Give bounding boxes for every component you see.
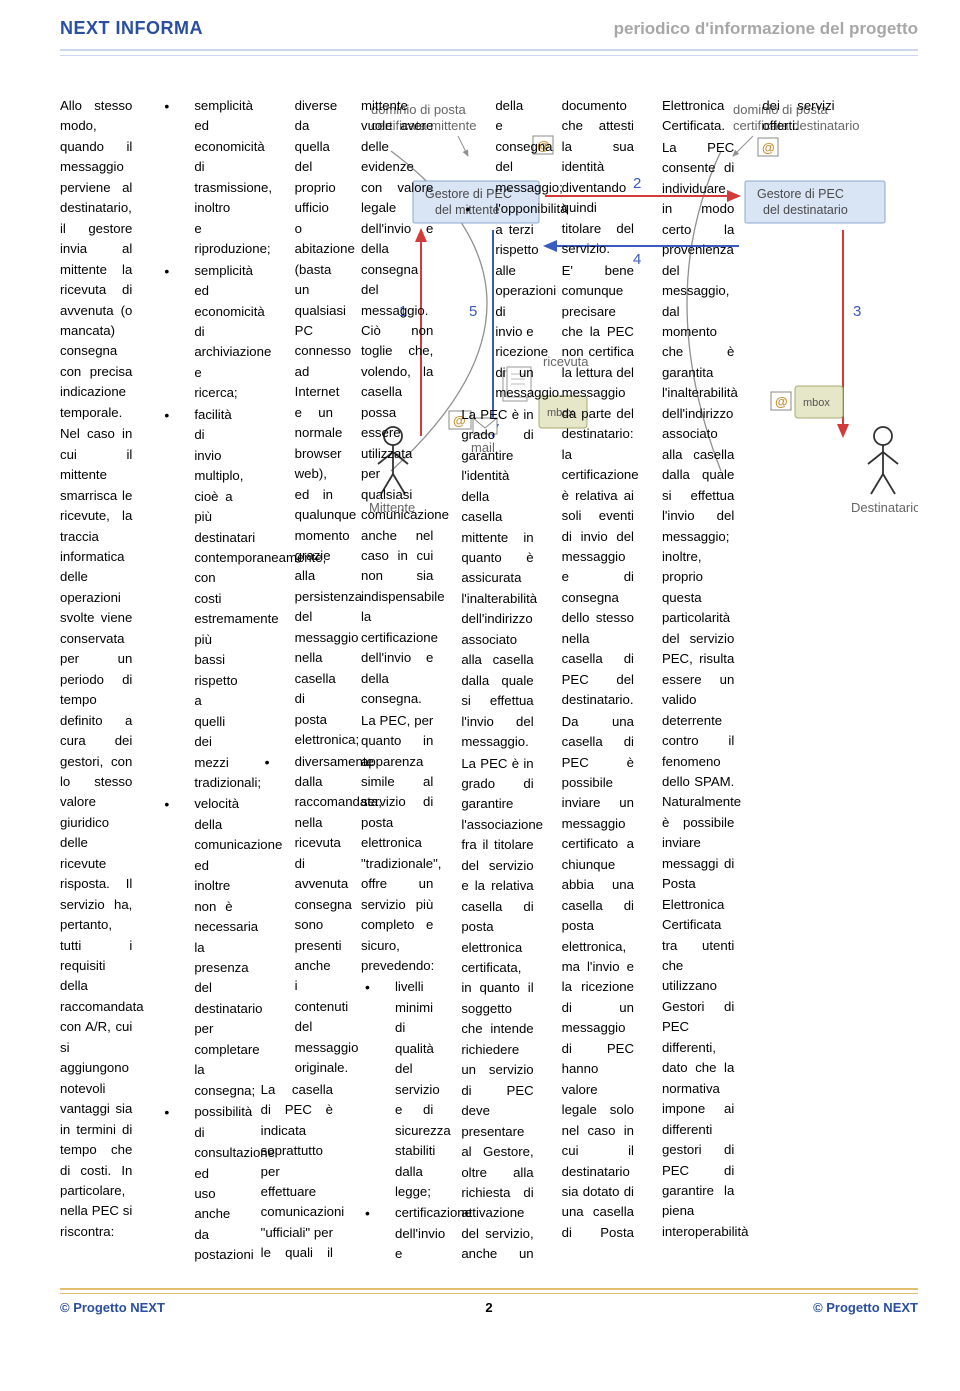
svg-text:mbox: mbox bbox=[803, 397, 830, 409]
content: dominio di posta certificata mittente do… bbox=[60, 96, 918, 1266]
page-number: 2 bbox=[485, 1300, 492, 1315]
list-item: velocità della comunicazione ed inoltre … bbox=[160, 794, 232, 1101]
body-text: Allo stesso modo, quando il messaggio pe… bbox=[60, 96, 333, 1266]
footer-rule-thin bbox=[60, 1293, 918, 1294]
list-item: livelli minimi di qualità del servizio e… bbox=[361, 977, 433, 1202]
list-item: semplicità ed economicità di trasmission… bbox=[160, 96, 232, 260]
svg-text:2: 2 bbox=[633, 175, 641, 192]
paragraph: E' bene comunque precisare che la PEC no… bbox=[562, 261, 634, 711]
header-title: NEXT INFORMA bbox=[60, 18, 203, 39]
paragraph: La PEC, per quanto in apparenza simile a… bbox=[361, 711, 433, 977]
svg-text:del destinatario: del destinatario bbox=[763, 203, 848, 217]
list-item: l'opponibilità a terzi rispetto alle ope… bbox=[461, 199, 533, 404]
footer-right: © Progetto NEXT bbox=[813, 1300, 918, 1315]
list-item: diversamente dalla raccomandata, nella r… bbox=[261, 752, 333, 1079]
list-item: facilità di invio multiplo, cioè a più d… bbox=[160, 405, 232, 794]
header-rule bbox=[60, 49, 918, 51]
svg-text:@: @ bbox=[775, 394, 788, 409]
header-rule-thin bbox=[60, 55, 918, 56]
paragraph: Allo stesso modo, quando il messaggio pe… bbox=[60, 96, 132, 423]
paragraph: Nel caso in cui il mittente smarrisca le… bbox=[60, 424, 132, 1242]
pec-diagram: dominio di posta certificata mittente do… bbox=[353, 96, 918, 516]
svg-text:4: 4 bbox=[633, 251, 641, 268]
svg-text:@: @ bbox=[762, 140, 775, 155]
list-item: semplicità ed economicità di archiviazio… bbox=[160, 261, 232, 404]
page-footer: © Progetto NEXT 2 © Progetto NEXT bbox=[60, 1288, 918, 1315]
diagram-destinatario: Destinatario bbox=[851, 500, 918, 515]
page-header: NEXT INFORMA periodico d'informazione de… bbox=[60, 18, 918, 49]
diagram-box-right: Gestore di PEC bbox=[757, 187, 844, 201]
footer-left: © Progetto NEXT bbox=[60, 1300, 165, 1315]
footer-rule bbox=[60, 1288, 918, 1290]
svg-text:3: 3 bbox=[853, 303, 861, 320]
header-subtitle: periodico d'informazione del progetto bbox=[614, 19, 918, 39]
